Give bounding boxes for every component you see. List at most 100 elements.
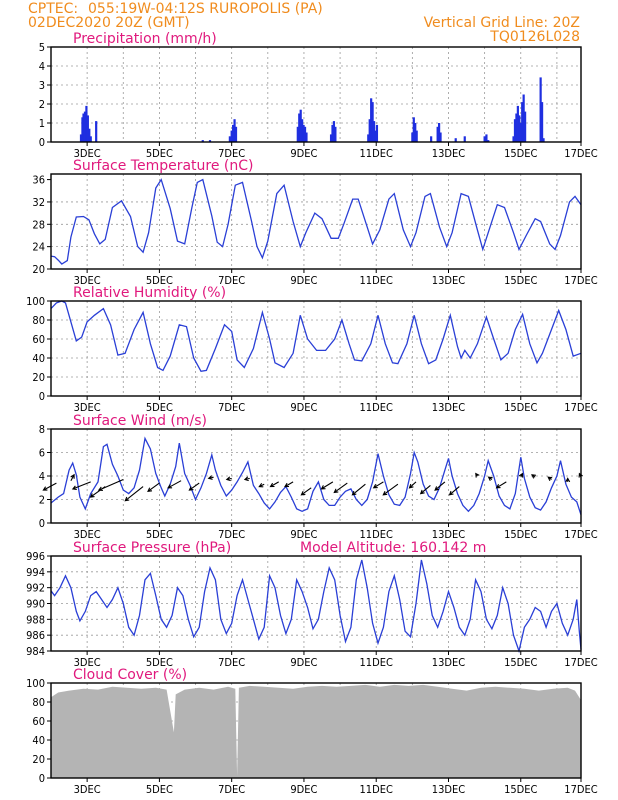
- cloud-area: [51, 684, 581, 778]
- wind-arrow: [351, 483, 366, 496]
- wind-arrow: [225, 476, 232, 482]
- y-tick-label: 20: [32, 753, 45, 766]
- x-tick-label: 11DEC: [360, 528, 393, 541]
- x-tick-label: 11DEC: [360, 656, 393, 669]
- precip-bar: [230, 130, 233, 142]
- y-tick-label: 0: [39, 390, 45, 403]
- wind-arrow: [434, 481, 446, 491]
- precip-bar: [89, 136, 92, 142]
- x-tick-label: 17DEC: [564, 274, 597, 287]
- y-tick-label: 2: [39, 98, 45, 111]
- x-tick-label: 5DEC: [146, 783, 173, 796]
- x-tick-label: 7DEC: [218, 274, 245, 287]
- precip-bar: [332, 121, 336, 142]
- x-tick-label: 3DEC: [74, 274, 101, 287]
- precip-bar: [303, 126, 307, 142]
- y-tick-label: 80: [32, 314, 45, 327]
- y-tick-label: 40: [32, 352, 45, 365]
- wind-arrow: [269, 481, 279, 488]
- y-tick-label: 100: [26, 677, 45, 690]
- precip-bar: [83, 111, 87, 142]
- x-tick-label: 9DEC: [290, 274, 317, 287]
- precip-bar: [86, 115, 89, 142]
- precip-bar: [301, 119, 304, 142]
- y-tick-label: 32: [32, 196, 45, 209]
- wind-arrow: [188, 482, 200, 491]
- precip-bar: [208, 140, 212, 142]
- y-tick-label: 60: [32, 333, 45, 346]
- x-tick-label: 5DEC: [146, 401, 173, 414]
- precip-bar: [334, 126, 337, 142]
- panel-title: Cloud Cover (%): [73, 667, 187, 683]
- precip-bar: [228, 136, 231, 142]
- wind-arrow: [167, 480, 182, 489]
- wind-arrow: [333, 482, 348, 494]
- x-tick-label: 15DEC: [504, 783, 537, 796]
- precip-bar: [368, 119, 371, 142]
- y-tick-label: 0: [39, 772, 45, 785]
- precip-bar: [367, 134, 370, 142]
- precip-bar: [415, 130, 418, 142]
- precip-bar: [296, 126, 299, 142]
- panel-title: Surface Temperature (nC): [73, 158, 254, 174]
- y-tick-label: 990: [26, 598, 45, 611]
- panel-title: Surface Pressure (hPa): [73, 540, 231, 556]
- x-tick-label: 13DEC: [432, 783, 465, 796]
- y-tick-label: 100: [26, 295, 45, 308]
- wind-arrow: [147, 482, 160, 492]
- wind-arrow: [382, 483, 399, 496]
- precip-bar: [371, 102, 374, 142]
- panel-frame: [50, 46, 582, 143]
- y-tick-label: 0: [39, 136, 45, 149]
- precip-bar: [412, 117, 415, 142]
- x-tick-label: 9DEC: [290, 656, 317, 669]
- x-tick-label: 5DEC: [146, 528, 173, 541]
- x-tick-label: 15DEC: [504, 656, 537, 669]
- y-tick-label: 996: [26, 550, 45, 563]
- precip-bar: [539, 77, 542, 142]
- precip-bar: [201, 140, 204, 142]
- panel-4: 984 986 988 990 992 994 996 3DEC 5DEC 7DEC 9DEC 11D…: [26, 540, 598, 669]
- x-tick-label: 5DEC: [146, 147, 173, 160]
- precip-bar: [439, 132, 442, 142]
- precip-bar: [302, 124, 305, 142]
- x-tick-label: 7DEC: [218, 783, 245, 796]
- x-tick-label: 15DEC: [504, 147, 537, 160]
- wind-arrow: [42, 482, 57, 491]
- wind-arrow: [71, 481, 91, 490]
- y-tick-label: 1: [39, 117, 45, 130]
- y-tick-label: 28: [32, 218, 45, 231]
- x-tick-label: 17DEC: [564, 656, 597, 669]
- panel-5: 0 20 40 60 80 100 3DEC 5DEC 7DEC 9DEC 11DEC 13DEC 15…: [26, 667, 598, 796]
- precip-bar: [430, 136, 433, 142]
- panel-title: Surface Wind (m/s): [73, 413, 207, 429]
- precip-bar: [513, 119, 517, 142]
- y-tick-label: 20: [32, 263, 45, 276]
- y-tick-label: 4: [39, 470, 45, 483]
- panel-title: Relative Humidity (%): [73, 285, 226, 301]
- wind-arrow: [408, 481, 417, 489]
- x-tick-label: 3DEC: [74, 147, 101, 160]
- precip-bar: [515, 113, 518, 142]
- series-line: [50, 559, 582, 654]
- wind-arrow: [419, 484, 431, 495]
- wind-arrow: [97, 478, 124, 492]
- y-tick-label: 5: [39, 41, 45, 54]
- precip-bar: [370, 98, 373, 142]
- precip-bar: [374, 130, 377, 142]
- y-tick-label: 988: [26, 613, 45, 626]
- y-tick-label: 994: [26, 566, 45, 579]
- wind-arrow: [487, 476, 493, 482]
- wind-arrow: [495, 481, 507, 489]
- x-tick-label: 5DEC: [146, 656, 173, 669]
- wind-arrow: [243, 476, 250, 482]
- series-line: [50, 436, 582, 516]
- precip-bar: [542, 138, 545, 142]
- wind-arrow: [547, 476, 553, 482]
- wind-arrow: [565, 477, 571, 483]
- x-tick-label: 5DEC: [146, 274, 173, 287]
- panel-frame: [50, 682, 582, 779]
- precip-bar: [414, 123, 417, 142]
- y-tick-label: 40: [32, 734, 45, 747]
- precip-bar: [331, 124, 334, 142]
